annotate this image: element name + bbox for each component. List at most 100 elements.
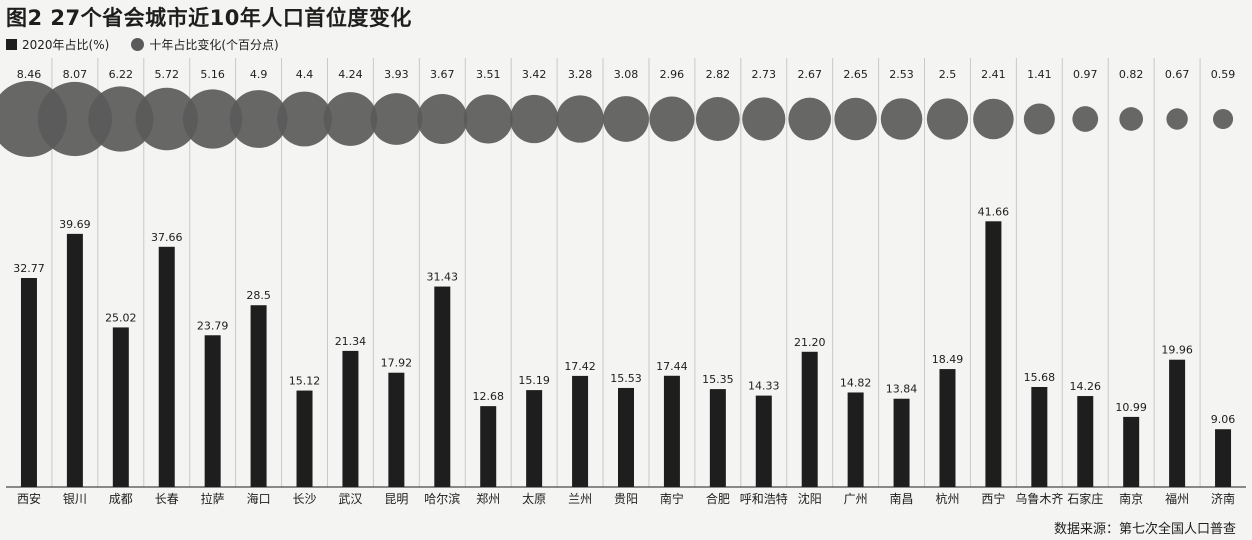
bubble-value-label: 2.67 [797, 68, 822, 81]
bar-value-label: 41.66 [978, 205, 1010, 218]
bubble-value-label: 2.82 [706, 68, 731, 81]
category-label: 呼和浩特 [740, 491, 788, 506]
bar-value-label: 31.43 [427, 271, 459, 284]
bubble-17 [742, 97, 786, 141]
bar-7 [296, 390, 313, 487]
bar-value-label: 14.33 [748, 380, 780, 393]
category-label: 广州 [844, 492, 868, 506]
category-label: 昆明 [384, 492, 408, 506]
category-label: 海口 [247, 491, 271, 506]
bar-value-label: 19.96 [1161, 344, 1193, 357]
bubble-value-label: 3.08 [614, 68, 639, 81]
bar-series [20, 221, 1232, 488]
bar-value-label: 15.53 [610, 372, 642, 385]
bar-24 [1077, 396, 1094, 487]
bar-value-label: 14.82 [840, 376, 872, 389]
category-label: 石家庄 [1067, 491, 1103, 506]
bar-14 [618, 387, 634, 487]
category-label: 兰州 [568, 492, 592, 506]
category-label: 长沙 [293, 492, 317, 506]
bubble-value-label: 5.16 [200, 68, 225, 81]
bar-10 [434, 286, 451, 487]
data-source-note: 数据来源：第七次全国人口普查 [1053, 522, 1236, 537]
bubble-10 [417, 93, 468, 145]
bubble-series [0, 81, 1234, 157]
bar-20 [893, 398, 910, 487]
bubble-value-label: 4.9 [250, 68, 268, 81]
bubble-14 [603, 96, 649, 142]
bar-1 [20, 278, 37, 487]
bubble-value-label: 0.97 [1073, 68, 1098, 81]
bubble-22 [973, 98, 1014, 140]
bar-8 [342, 350, 359, 487]
bar-value-label: 9.06 [1211, 413, 1236, 426]
bar-value-label: 15.68 [1024, 371, 1056, 384]
bar-9 [388, 372, 405, 487]
bubble-value-label: 1.41 [1027, 68, 1052, 81]
bar-15 [663, 375, 680, 487]
legend-bubble-label: 十年占比变化(个百分点) [149, 38, 279, 52]
bar-value-label: 18.49 [932, 353, 964, 366]
category-label: 哈尔滨 [424, 491, 460, 506]
bar-value-label: 17.92 [381, 357, 413, 370]
bar-value-label: 28.5 [246, 289, 271, 302]
bar-22 [985, 221, 1002, 488]
bubble-7 [277, 91, 332, 147]
bubble-value-label: 6.22 [109, 68, 134, 81]
bubble-19 [834, 97, 877, 141]
chart-title: 图2 27个省会城市近10年人口首位度变化 [6, 6, 412, 30]
bubble-value-label: 2.5 [939, 68, 957, 81]
bar-value-label: 39.69 [59, 218, 91, 231]
category-label: 拉萨 [201, 491, 225, 506]
bubble-value-label: 0.67 [1165, 68, 1190, 81]
bar-13 [572, 375, 589, 487]
bar-value-label: 23.79 [197, 319, 229, 332]
bar-2 [66, 233, 83, 487]
bar-11 [480, 406, 497, 487]
bubble-value-label: 4.4 [296, 68, 314, 81]
bubble-value-label: 8.07 [63, 68, 88, 81]
bubble-value-label: 3.51 [476, 68, 501, 81]
bubble-value-label: 8.46 [17, 68, 42, 81]
bubble-value-label: 3.42 [522, 68, 547, 81]
bar-value-label: 37.66 [151, 231, 183, 244]
bar-value-label: 14.26 [1070, 380, 1102, 393]
bubble-value-label: 4.24 [338, 68, 363, 81]
bar-value-label: 25.02 [105, 311, 137, 324]
bar-5 [204, 335, 221, 487]
category-label: 银川 [63, 492, 87, 506]
bubble-26 [1166, 108, 1188, 130]
bubble-2 [37, 81, 112, 157]
bubble-value-label: 0.82 [1119, 68, 1144, 81]
category-label: 乌鲁木齐 [1015, 491, 1063, 506]
bar-value-label: 17.42 [564, 360, 596, 373]
bubble-11 [463, 94, 513, 144]
bubble-value-label: 2.53 [889, 68, 914, 81]
bar-value-label: 21.34 [335, 335, 367, 348]
bubble-value-label: 2.73 [752, 68, 777, 81]
bar-value-label: 12.68 [472, 390, 504, 403]
category-label: 太原 [522, 491, 546, 506]
bar-26 [1169, 359, 1186, 487]
bubble-18 [788, 97, 832, 141]
bar-value-label: 10.99 [1115, 401, 1147, 414]
bubble-4 [135, 87, 198, 151]
bar-19 [847, 392, 864, 487]
bubble-25 [1119, 107, 1144, 131]
bubble-27 [1212, 108, 1234, 130]
bar-value-label: 15.19 [518, 374, 550, 387]
category-label: 成都 [109, 492, 133, 506]
bar-3 [112, 327, 129, 487]
bubble-5 [182, 89, 243, 149]
bubble-3 [88, 86, 154, 152]
bubble-24 [1072, 106, 1099, 132]
bubble-8 [323, 92, 378, 146]
bar-6 [250, 305, 267, 487]
bubble-value-label: 2.96 [660, 68, 685, 81]
bubble-value-label: 2.41 [981, 68, 1006, 81]
bubble-value-label: 2.65 [843, 68, 868, 81]
bubble-16 [695, 97, 740, 141]
category-label: 合肥 [706, 491, 730, 506]
